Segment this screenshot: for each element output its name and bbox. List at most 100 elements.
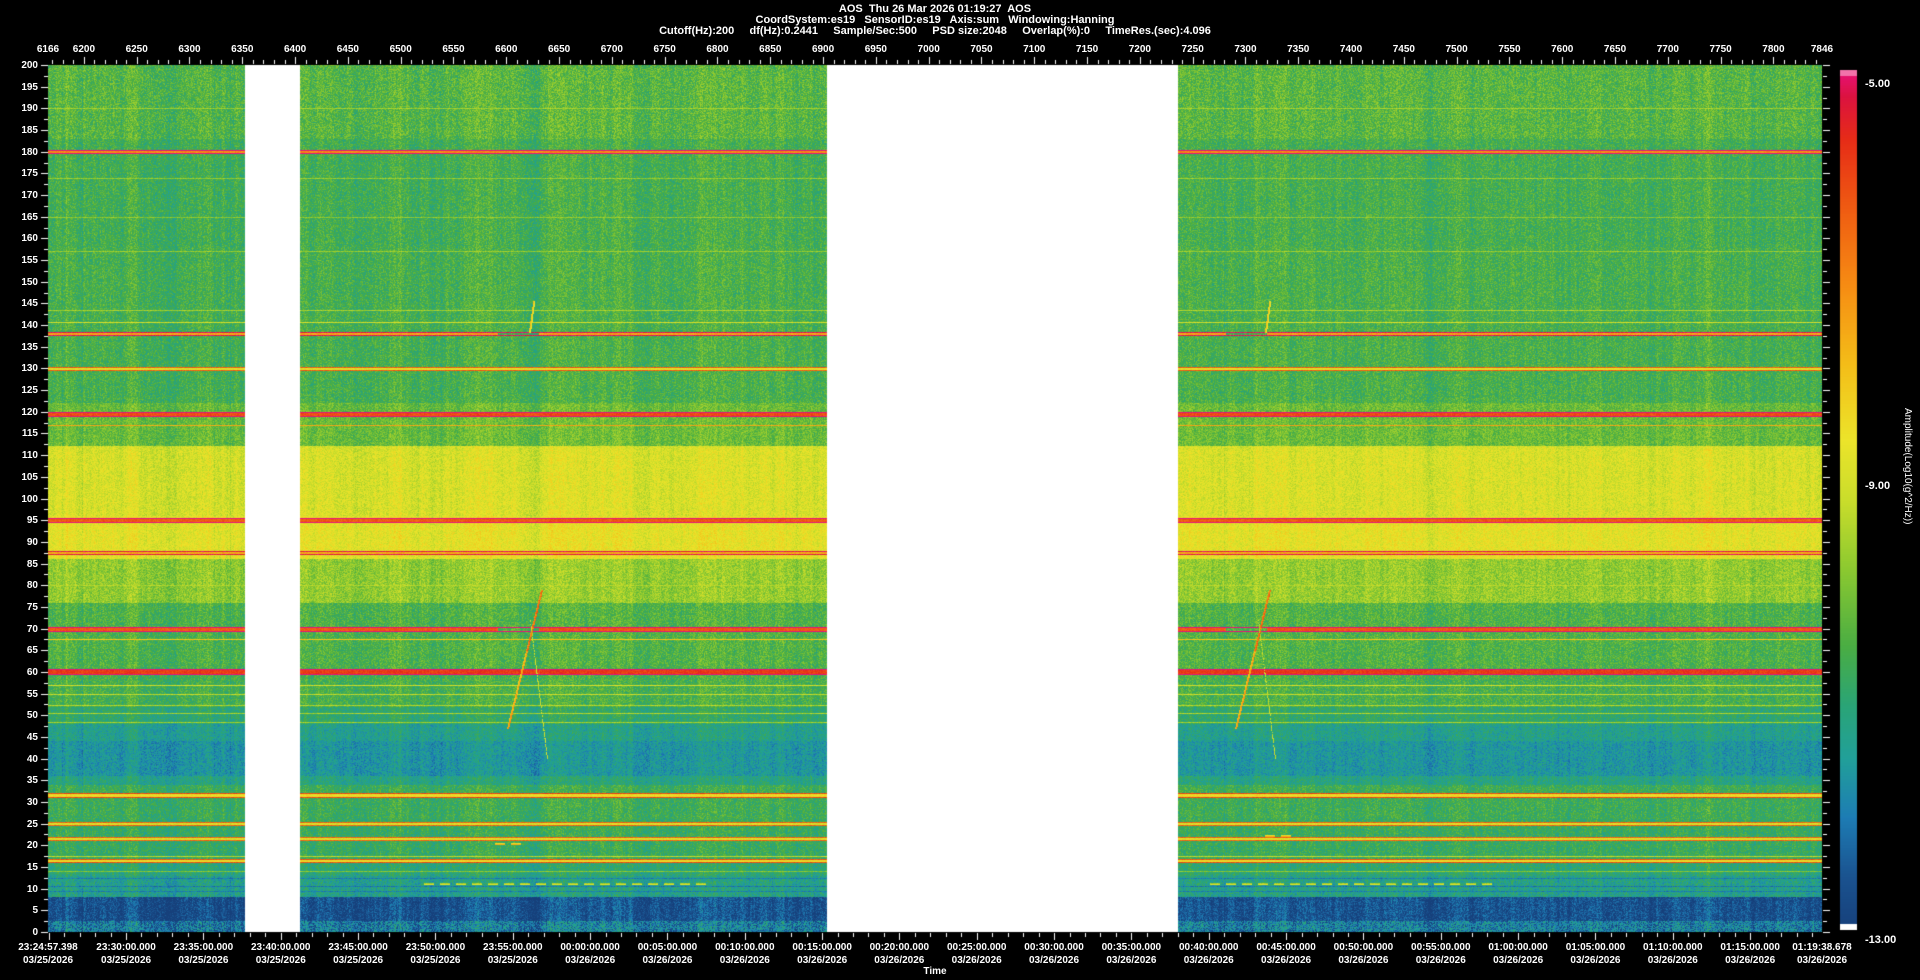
time-tick-date: 03/26/2026 (797, 955, 848, 966)
time-tick-date: 03/26/2026 (1647, 955, 1698, 966)
time-tick-time: 01:15:00.000 (1720, 942, 1780, 953)
record-axis-label: 6200 (72, 44, 96, 55)
frequency-axis-label: 120 (21, 406, 38, 418)
record-axis-label: 7100 (1023, 44, 1046, 55)
frequency-axis-label: 130 (21, 363, 38, 375)
time-tick-date: 03/26/2026 (1106, 955, 1157, 966)
frequency-axis-label: 135 (21, 341, 38, 353)
time-tick-label: 23:35:00.000 03/25/2026 (174, 941, 234, 967)
record-axis-label: 7350 (1287, 44, 1310, 55)
record-axis-label: 6350 (231, 44, 254, 55)
record-axis-label: 6550 (442, 44, 465, 55)
time-tick-time: 01:00:00.000 (1488, 942, 1548, 953)
colorbar-title: Amplitude(Log10(g^2/Hz)) (1902, 408, 1913, 525)
record-axis-label: 6700 (600, 44, 623, 55)
time-tick-date: 03/26/2026 (719, 955, 770, 966)
frequency-axis-label: 75 (26, 601, 38, 613)
record-axis-label: 7600 (1551, 44, 1574, 55)
record-axis-label: 7650 (1603, 44, 1627, 55)
time-tick-date: 03/26/2026 (1725, 955, 1776, 966)
frequency-axis-label: 165 (21, 211, 38, 223)
frequency-axis-label: 160 (21, 233, 38, 245)
time-tick-time: 23:30:00.000 (96, 942, 156, 953)
record-axis-label: 6900 (811, 44, 835, 55)
record-axis-label: 7150 (1075, 44, 1099, 55)
time-tick-date: 03/26/2026 (1183, 955, 1234, 966)
record-axis-label: 7250 (1181, 44, 1204, 55)
time-tick-time: 23:45:00.000 (328, 942, 388, 953)
time-tick-label: 00:10:00.000 03/26/2026 (715, 941, 775, 967)
time-tick-date: 03/25/2026 (255, 955, 306, 966)
time-tick-date: 03/26/2026 (1796, 955, 1848, 966)
time-tick-label: 00:20:00.000 03/26/2026 (870, 941, 930, 967)
time-tick-date: 03/26/2026 (1029, 955, 1080, 966)
time-axis-title: Time (923, 966, 947, 977)
time-tick-label: 00:00:00.000 03/26/2026 (560, 941, 620, 967)
frequency-axis-label: 185 (21, 125, 38, 137)
time-tick-label: 01:15:00.000 03/26/2026 (1720, 941, 1780, 967)
colorbar-tick-label: -13.00 (1865, 934, 1897, 946)
time-tick-label: 23:55:00.000 03/25/2026 (483, 941, 543, 967)
frequency-axis-label: 50 (26, 710, 38, 722)
colorbar-tick-label: -5.00 (1865, 78, 1891, 90)
frequency-axis-label: 190 (21, 103, 38, 115)
time-tick-time: 00:35:00.000 (1101, 942, 1162, 953)
record-axis-label: 6500 (389, 44, 412, 55)
record-axis-label: 6850 (759, 44, 782, 55)
time-tick-time: 00:30:00.000 (1024, 942, 1084, 953)
frequency-axis-label: 30 (26, 796, 38, 808)
time-tick-label: 00:30:00.000 03/26/2026 (1024, 941, 1084, 967)
frequency-axis-label: 20 (26, 840, 38, 852)
header-title: AOS Thu 26 Mar 2026 01:19:27 AOS (838, 3, 1032, 15)
frequency-axis-label: 105 (21, 471, 38, 483)
frequency-axis-label: 15 (26, 861, 38, 873)
time-tick-label: 23:24:57.398 03/25/2026 (18, 941, 78, 967)
time-tick-time: 00:20:00.000 (869, 942, 930, 953)
time-tick-time: 00:50:00.000 (1333, 942, 1394, 953)
frequency-axis-label: 0 (32, 927, 38, 938)
frequency-axis-label: 115 (21, 428, 38, 440)
frequency-axis-label: 25 (26, 818, 38, 830)
record-axis-label: 6450 (336, 44, 359, 55)
time-tick-label: 01:05:00.000 03/26/2026 (1566, 941, 1626, 967)
header-settings-line: CoordSystem:es19 SensorID:es19 Axis:sum … (755, 14, 1115, 26)
record-axis-label: 6800 (706, 44, 729, 55)
time-tick-time: 00:10:00.000 (715, 942, 775, 953)
time-tick-time: 01:10:00.000 (1643, 942, 1703, 953)
time-tick-date: 03/26/2026 (1570, 955, 1621, 966)
frequency-axis-label: 45 (26, 731, 38, 743)
time-tick-date: 03/25/2026 (333, 955, 384, 966)
record-axis-label: 7846 (1810, 44, 1834, 55)
time-tick-date: 03/25/2026 (487, 955, 538, 966)
frequency-axis-label: 100 (21, 493, 38, 505)
time-tick-date: 03/26/2026 (565, 955, 616, 966)
time-tick-time: 01:05:00.000 (1565, 942, 1626, 953)
frequency-axis-label: 95 (26, 515, 38, 527)
frequency-axis-label: 40 (26, 753, 38, 765)
time-tick-label: 00:25:00.000 03/26/2026 (947, 941, 1007, 967)
record-axis-label: 7450 (1392, 44, 1415, 55)
record-axis-label: 7050 (970, 44, 993, 55)
record-axis-label: 6400 (283, 44, 307, 55)
header-processing-line: Cutoff(Hz):200 df(Hz):0.2441 Sample/Sec:… (659, 25, 1211, 37)
time-tick-label: 00:15:00.000 03/26/2026 (792, 941, 852, 967)
time-tick-date: 03/25/2026 (410, 955, 461, 966)
frequency-axis-label: 155 (21, 255, 38, 267)
time-tick-date: 03/26/2026 (642, 955, 693, 966)
time-tick-time: 23:40:00.000 (250, 942, 311, 953)
time-tick-time: 23:35:00.000 (173, 942, 234, 953)
time-tick-label: 23:40:00.000 03/25/2026 (251, 941, 311, 967)
time-tick-time: 23:24:57.398 (18, 942, 78, 953)
record-axis-label: 7750 (1709, 44, 1732, 55)
record-axis-label: 6650 (547, 44, 571, 55)
time-tick-label: 00:40:00.000 03/26/2026 (1179, 941, 1239, 967)
time-tick-label: 23:50:00.000 03/25/2026 (406, 941, 466, 967)
record-axis-label: 6600 (495, 44, 518, 55)
frequency-axis-label: 140 (21, 320, 38, 332)
frequency-axis-label: 150 (21, 276, 38, 288)
time-tick-time: 00:05:00.000 (637, 942, 698, 953)
record-axis-label: 6950 (864, 44, 887, 55)
record-axis-label: 7200 (1128, 44, 1151, 55)
